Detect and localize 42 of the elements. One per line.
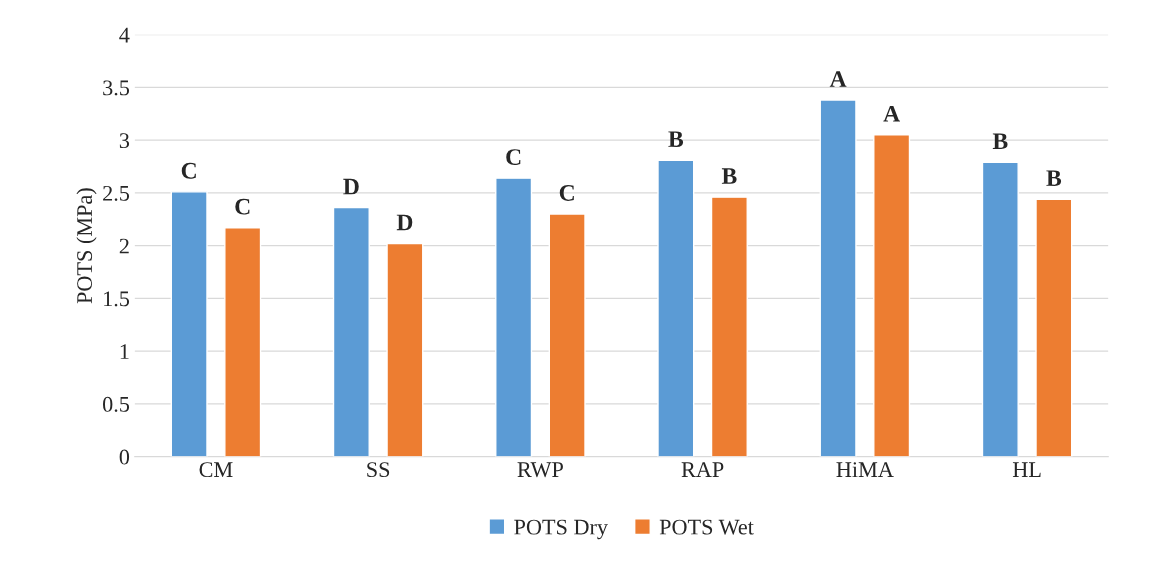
y-tick-label: 4 [119, 27, 130, 43]
x-tick-label: HL [1012, 462, 1041, 477]
y-tick-label: 2 [119, 238, 129, 254]
data-label: A [829, 71, 847, 87]
data-label: D [343, 178, 359, 195]
legend-label: POTS Dry [514, 519, 608, 540]
bar [170, 191, 208, 457]
bar [1035, 198, 1073, 457]
y-tick-label: 0 [119, 449, 130, 465]
bar [657, 159, 695, 457]
data-label: C [559, 185, 574, 201]
data-label: C [235, 198, 250, 215]
bar [873, 134, 911, 457]
data-label: B [668, 131, 684, 147]
data-label: D [396, 214, 413, 231]
y-tick-label: 2.5 [103, 185, 130, 201]
bar [981, 161, 1019, 457]
y-tick-label: 3 [119, 133, 130, 149]
data-label: A [883, 105, 900, 122]
x-tick-label: RWP [517, 462, 563, 478]
bar [819, 99, 857, 457]
x-tick-label: HiMA [836, 462, 894, 477]
y-tick-label: 1.5 [104, 291, 130, 307]
data-label: B [992, 133, 1008, 150]
x-tick-label: SS [367, 462, 390, 478]
data-label: B [1046, 170, 1062, 186]
bar [332, 206, 370, 457]
y-tick-label: 1 [120, 344, 129, 359]
bar [386, 242, 424, 457]
y-tick-label: 0.5 [102, 396, 130, 412]
legend-label: POTS Wet [659, 519, 754, 535]
bar [224, 227, 262, 457]
bar [548, 213, 586, 457]
y-axis-title: POTS (MPa) [76, 188, 97, 304]
data-label: B [721, 168, 737, 184]
x-tick-label: RAP [681, 462, 724, 477]
bar [710, 196, 748, 457]
y-tick-label: 3.5 [103, 80, 130, 96]
data-label: C [181, 162, 196, 179]
bar [495, 177, 533, 457]
x-tick-label: CM [199, 462, 233, 478]
data-label: C [506, 149, 521, 166]
